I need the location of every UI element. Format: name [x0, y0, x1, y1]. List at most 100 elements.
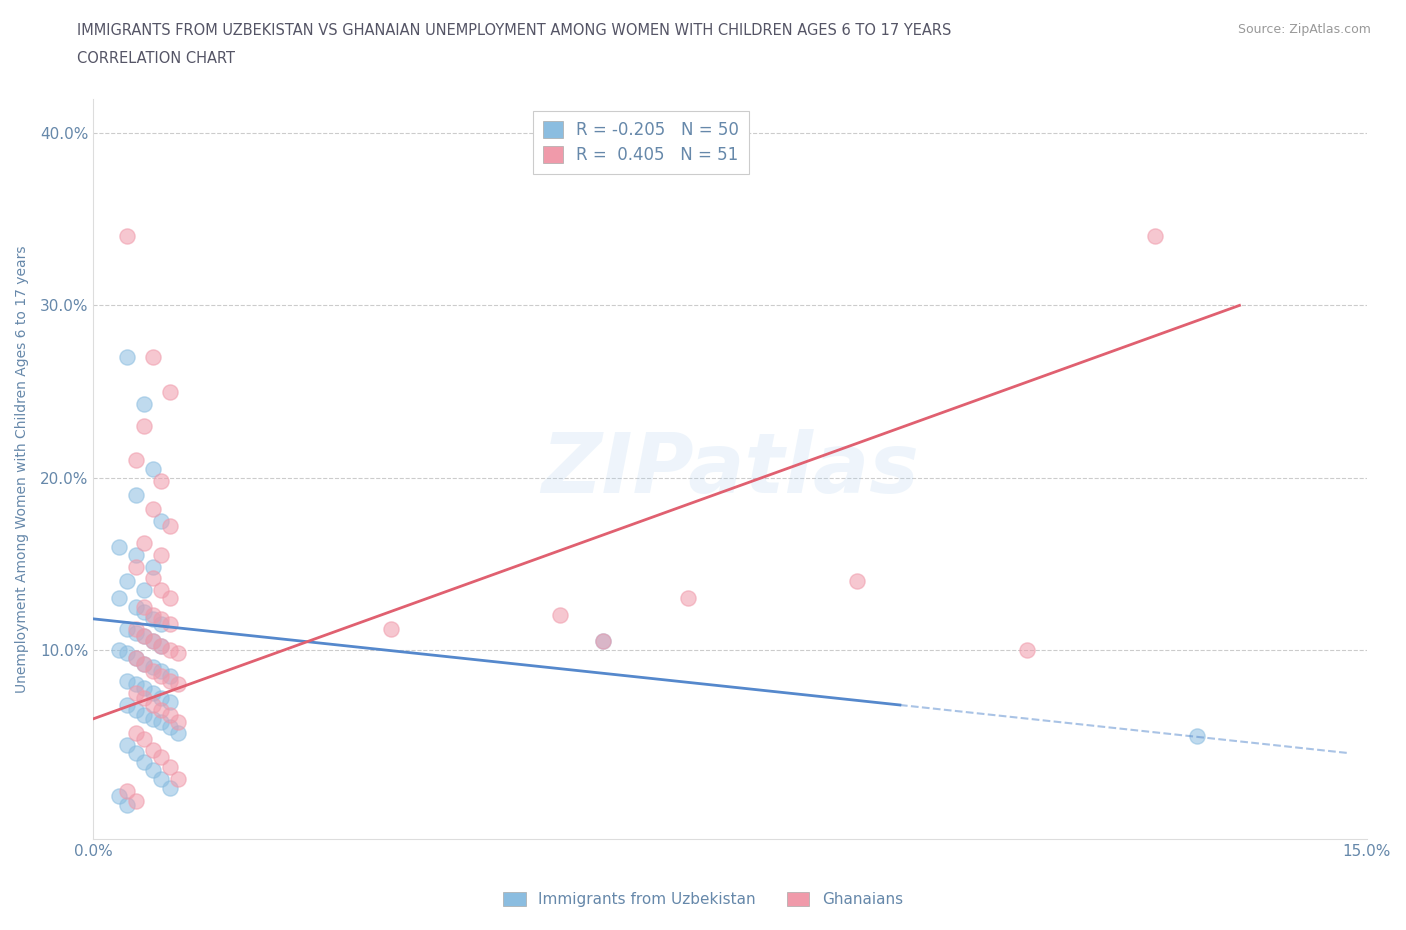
Point	[125, 560, 148, 575]
Point	[117, 698, 139, 712]
Point	[150, 582, 173, 597]
Text: ZIPatlas: ZIPatlas	[541, 429, 920, 510]
Point	[117, 673, 139, 688]
Point	[142, 634, 165, 649]
Point	[592, 634, 614, 649]
Point	[159, 708, 181, 723]
Point	[134, 604, 156, 619]
Point	[150, 617, 173, 631]
Point	[134, 657, 156, 671]
Point	[142, 611, 165, 626]
Point	[142, 711, 165, 726]
Point	[117, 350, 139, 365]
Point	[1143, 229, 1166, 244]
Point	[134, 708, 156, 723]
Point	[159, 760, 181, 775]
Point	[125, 703, 148, 718]
Point	[150, 691, 173, 706]
Point	[380, 622, 402, 637]
Point	[108, 643, 131, 658]
Point	[159, 643, 181, 658]
Point	[150, 750, 173, 764]
Point	[108, 789, 131, 804]
Point	[134, 732, 156, 747]
Point	[125, 651, 148, 666]
Point	[134, 536, 156, 551]
Point	[134, 657, 156, 671]
Point	[117, 574, 139, 589]
Point	[159, 694, 181, 709]
Point	[142, 608, 165, 623]
Point	[117, 797, 139, 812]
Point	[150, 715, 173, 730]
Point	[134, 582, 156, 597]
Point	[167, 677, 190, 692]
Point	[125, 487, 148, 502]
Point	[134, 681, 156, 696]
Point	[159, 780, 181, 795]
Point	[550, 608, 572, 623]
Point	[125, 622, 148, 637]
Point	[142, 501, 165, 516]
Point	[142, 659, 165, 674]
Point	[150, 663, 173, 678]
Point	[150, 772, 173, 787]
Point	[159, 720, 181, 735]
Point	[159, 518, 181, 533]
Point	[150, 639, 173, 654]
Point	[1185, 728, 1208, 743]
Point	[142, 560, 165, 575]
Point	[125, 725, 148, 740]
Legend: Immigrants from Uzbekistan, Ghanaians: Immigrants from Uzbekistan, Ghanaians	[498, 885, 908, 913]
Point	[134, 629, 156, 644]
Point	[159, 673, 181, 688]
Point	[150, 548, 173, 563]
Point	[1017, 643, 1039, 658]
Point	[117, 737, 139, 752]
Point	[117, 645, 139, 660]
Point	[150, 513, 173, 528]
Point	[117, 784, 139, 799]
Point	[167, 645, 190, 660]
Point	[125, 599, 148, 614]
Point	[142, 698, 165, 712]
Point	[592, 634, 614, 649]
Point	[125, 794, 148, 809]
Point	[150, 639, 173, 654]
Point	[150, 611, 173, 626]
Point	[150, 703, 173, 718]
Text: IMMIGRANTS FROM UZBEKISTAN VS GHANAIAN UNEMPLOYMENT AMONG WOMEN WITH CHILDREN AG: IMMIGRANTS FROM UZBEKISTAN VS GHANAIAN U…	[77, 23, 952, 38]
Point	[167, 772, 190, 787]
Point	[142, 763, 165, 777]
Point	[125, 677, 148, 692]
Point	[142, 461, 165, 476]
Point	[108, 539, 131, 554]
Text: CORRELATION CHART: CORRELATION CHART	[77, 51, 235, 66]
Legend: R = -0.205   N = 50, R =  0.405   N = 51: R = -0.205 N = 50, R = 0.405 N = 51	[533, 111, 749, 174]
Point	[134, 396, 156, 411]
Point	[134, 754, 156, 769]
Point	[108, 591, 131, 605]
Point	[125, 651, 148, 666]
Point	[150, 669, 173, 684]
Point	[676, 591, 699, 605]
Point	[125, 453, 148, 468]
Point	[159, 384, 181, 399]
Text: Source: ZipAtlas.com: Source: ZipAtlas.com	[1237, 23, 1371, 36]
Point	[142, 634, 165, 649]
Point	[134, 629, 156, 644]
Point	[134, 418, 156, 433]
Point	[159, 617, 181, 631]
Point	[142, 350, 165, 365]
Point	[125, 625, 148, 640]
Point	[134, 599, 156, 614]
Point	[150, 473, 173, 488]
Point	[142, 685, 165, 700]
Y-axis label: Unemployment Among Women with Children Ages 6 to 17 years: Unemployment Among Women with Children A…	[15, 246, 30, 693]
Point	[142, 742, 165, 757]
Point	[117, 229, 139, 244]
Point	[125, 548, 148, 563]
Point	[125, 685, 148, 700]
Point	[167, 725, 190, 740]
Point	[134, 691, 156, 706]
